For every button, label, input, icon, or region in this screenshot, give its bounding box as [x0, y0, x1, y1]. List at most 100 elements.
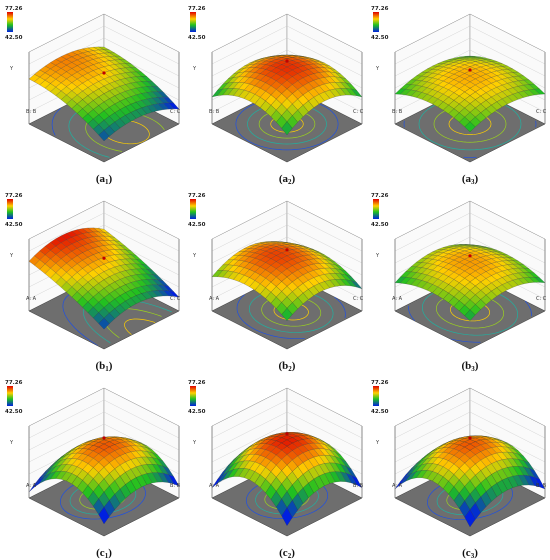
z-axis-label: Y: [192, 66, 197, 72]
panel-label: (a1): [96, 173, 113, 186]
contour: [421, 286, 519, 336]
panel: A: A B: B Y 77.26 42.50 (c1): [5, 380, 181, 560]
panel-label-part: (b: [279, 360, 289, 372]
colorbar: [7, 386, 13, 406]
wall-grid: [28, 411, 180, 451]
contour: [407, 305, 416, 322]
panel-label-part: ): [475, 360, 479, 372]
legend-min: 42.50: [371, 35, 389, 41]
panel: A: A C: C Y 77.26 42.50 (b3): [371, 193, 547, 373]
wall-grid: [394, 25, 546, 65]
legend-min: 42.50: [188, 222, 206, 228]
colorbar: [190, 199, 196, 219]
panel-label-part: 2: [288, 365, 292, 373]
x-axis-label: A: A: [26, 483, 37, 489]
surface-cell: [98, 317, 110, 330]
panel-label-part: ): [292, 360, 296, 372]
x-axis-label: A: A: [392, 296, 403, 302]
surface-cell: [98, 506, 110, 525]
wall-grid: [211, 411, 363, 451]
colorbar: [373, 199, 379, 219]
panel-label-part: 1: [105, 552, 109, 560]
panel: B: B C: C Y 77.26 42.50 (a3): [371, 6, 547, 186]
wall-grid: [28, 212, 180, 252]
panel-label: (c3): [462, 547, 478, 560]
panel-label-part: 3: [471, 365, 475, 373]
x-axis-label: A: A: [26, 296, 37, 302]
design-point: [102, 71, 106, 75]
box-edge: [28, 239, 180, 350]
panel-label-part: (a: [279, 173, 289, 185]
panel-label-part: 2: [288, 552, 292, 560]
wall-grid: [211, 224, 363, 264]
contour: [418, 97, 522, 151]
panel-label: (b1): [96, 360, 113, 373]
panel-label-part: ): [291, 547, 295, 559]
panel-label-part: ): [109, 173, 113, 185]
panel-label: (a2): [279, 173, 296, 186]
panel-label-part: ): [109, 360, 113, 372]
panel: B: B C: C Y 77.26 42.50 (a2): [188, 6, 364, 186]
contour: [273, 302, 309, 321]
box-edge: [394, 239, 546, 350]
contour: [124, 318, 156, 335]
panel-label-part: (c: [279, 547, 288, 559]
contour: [435, 293, 505, 329]
z-axis-label: Y: [192, 440, 197, 446]
surface-cell: [281, 308, 293, 321]
wall-grid: [394, 399, 546, 439]
panel: A: A C: C Y 77.26 42.50 (b1): [5, 193, 181, 373]
legend-max: 77.26: [5, 6, 23, 12]
colorbar: [190, 12, 196, 32]
legend-max: 77.26: [5, 193, 23, 199]
x-axis-label: A: A: [209, 296, 220, 302]
panel-label-part: 3: [471, 178, 475, 186]
contour: [100, 144, 123, 152]
legend-min: 42.50: [5, 222, 23, 228]
panel: A: A C: C Y 77.26 42.50 (b2): [188, 193, 364, 373]
panel-label-part: (b: [96, 360, 106, 372]
wall-grid: [211, 37, 363, 77]
z-axis-label: Y: [375, 253, 380, 259]
panel-label-part: (a: [96, 173, 106, 185]
wall-grid: [211, 399, 363, 439]
y-axis-label: B: B: [170, 483, 181, 489]
surface-cell: [98, 130, 110, 142]
panel: B: B C: C Y 77.26 42.50 (a1): [5, 6, 181, 186]
x-axis-label: B: B: [392, 109, 403, 115]
colorbar: [373, 386, 379, 406]
wall-grid: [28, 423, 180, 463]
z-axis-label: Y: [375, 66, 380, 72]
surface-cell: [464, 509, 476, 528]
legend-min: 42.50: [188, 35, 206, 41]
contour: [249, 289, 334, 333]
z-axis-label: Y: [9, 440, 14, 446]
surface-cell: [464, 309, 476, 321]
x-axis-label: B: B: [26, 109, 37, 115]
contour: [254, 329, 305, 340]
contour: [258, 109, 316, 139]
legend-min: 42.50: [5, 409, 23, 415]
wall-grid: [394, 423, 546, 463]
colorbar: [7, 12, 13, 32]
contour: [236, 294, 256, 330]
contour: [450, 338, 481, 343]
surface-cell: [281, 121, 293, 136]
contour: [235, 97, 339, 151]
legend-min: 42.50: [371, 409, 389, 415]
y-axis-label: C: C: [353, 109, 364, 115]
panel-label-part: 1: [105, 365, 109, 373]
design-point: [102, 256, 106, 260]
panel-label-part: ): [292, 173, 296, 185]
wall-grid: [211, 212, 363, 252]
panel-label-part: 2: [288, 178, 292, 186]
z-axis-label: Y: [192, 253, 197, 259]
design-point: [468, 68, 472, 72]
wall-grid: [394, 224, 546, 264]
panel-label: (c2): [279, 547, 295, 560]
panel-label: (b3): [462, 360, 479, 373]
wall-grid: [394, 37, 546, 77]
box-edge: [211, 239, 363, 350]
contour: [261, 295, 322, 327]
y-axis-label: B: B: [536, 483, 547, 489]
